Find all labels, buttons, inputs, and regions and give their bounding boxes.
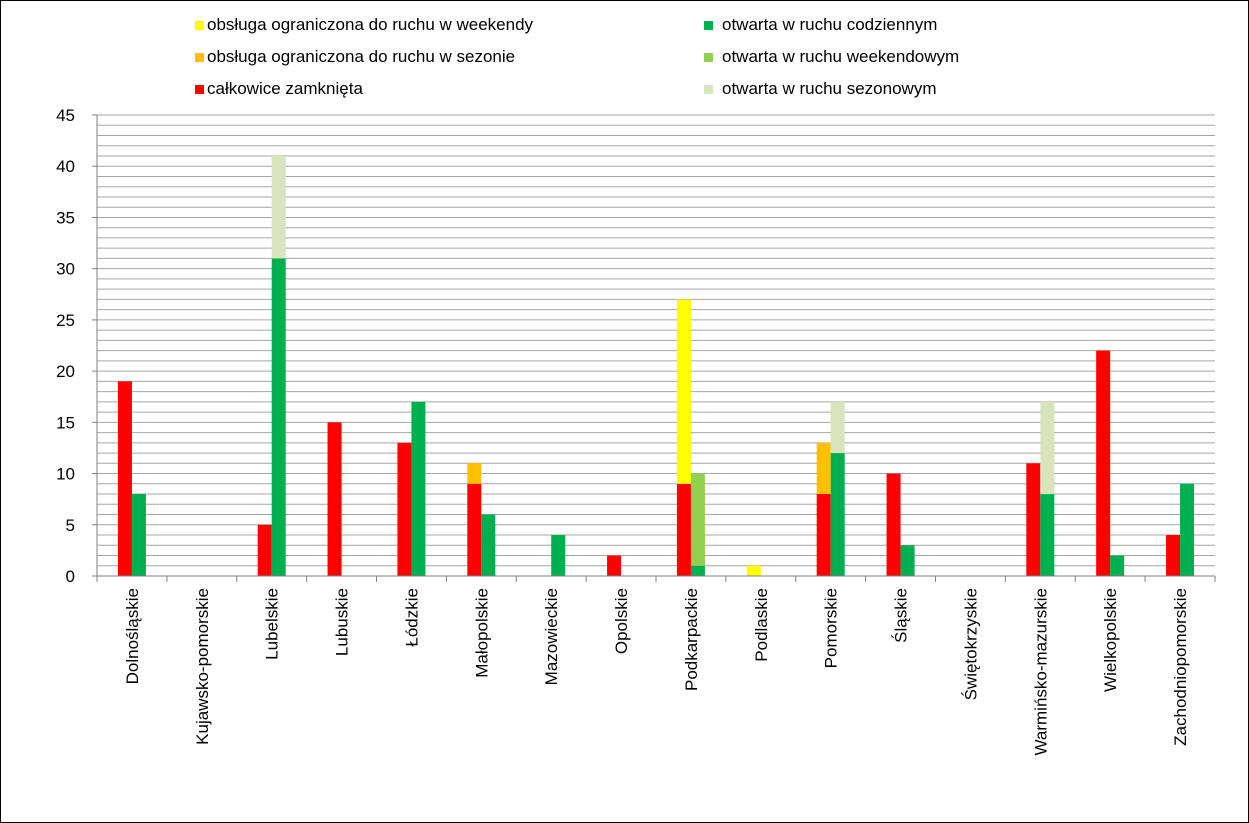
- legend-swatch-otwarta-w-ruchu-sezonowym: [704, 85, 713, 94]
- bar-lodzkie-calkowice-zamknieta: [397, 442, 412, 576]
- bar-malopolskie-calkowice-zamknieta: [467, 483, 482, 576]
- x-axis-category-labels: Dolnośląskie Kujawsko-pomorskie Lubelskie L…: [123, 588, 1190, 756]
- category-label-kujawsko-pomorskie: Kujawsko-pomorskie: [193, 588, 212, 745]
- y-tick-label-45: 45: [56, 106, 75, 125]
- legend-label-otwarta-w-ruchu-sezonowym: otwarta w ruchu sezonowym: [722, 79, 936, 98]
- bar-lubuskie-calkowice-zamknieta: [327, 422, 342, 576]
- bar-opolskie-calkowice-zamknieta: [607, 555, 622, 576]
- bar-wielkopolskie-calkowice-zamknieta: [1096, 350, 1111, 576]
- category-label-lubelskie: Lubelskie: [263, 588, 282, 660]
- bar-pomorskie-otwarta-w-ruchu-sezonowym: [830, 401, 845, 454]
- bar-podkarpackie-obsluga-ograniczona-do-ruchu-w-weekendy: [676, 299, 691, 484]
- bar-malopolskie-obsluga-ograniczona-do-ruchu-w-sezonie: [467, 463, 482, 484]
- bar-pomorskie-calkowice-zamknieta: [816, 494, 831, 576]
- bar-lodzkie-otwarta-w-ruchu-codziennym: [411, 401, 426, 576]
- bar-podlaskie-obsluga-ograniczona-do-ruchu-w-weekendy: [746, 565, 761, 576]
- bar-lubelskie-calkowice-zamknieta: [257, 524, 272, 576]
- bar-dolnoslaskie-calkowice-zamknieta: [117, 381, 132, 576]
- legend-label-otwarta-w-ruchu-codziennym: otwarta w ruchu codziennym: [722, 15, 937, 34]
- legend-label-obsluga-ograniczona-do-ruchu-w-weekendy: obsługa ograniczona do ruchu w weekendy: [207, 15, 534, 34]
- category-label-podlaskie: Podlaskie: [752, 588, 771, 662]
- bar-podkarpackie-otwarta-w-ruchu-weekendowym: [690, 473, 705, 566]
- bar-pomorskie-obsluga-ograniczona-do-ruchu-w-sezonie: [816, 442, 831, 495]
- bar-malopolskie-otwarta-w-ruchu-codziennym: [481, 514, 496, 576]
- bar-pomorskie-otwarta-w-ruchu-codziennym: [830, 453, 845, 576]
- bar-podkarpackie-otwarta-w-ruchu-codziennym: [690, 565, 705, 576]
- category-label-podkarpackie: Podkarpackie: [682, 588, 701, 691]
- bar-slaskie-calkowice-zamknieta: [886, 473, 901, 576]
- bar-zachodniopomorskie-otwarta-w-ruchu-codziennym: [1180, 483, 1195, 576]
- axes: [92, 114, 1216, 582]
- bar-mazowieckie-otwarta-w-ruchu-codziennym: [551, 535, 566, 576]
- bar-wielkopolskie-otwarta-w-ruchu-codziennym: [1110, 555, 1125, 576]
- category-label-lodzkie: Łódzkie: [402, 588, 421, 647]
- category-label-swietokrzyskie: Świętokrzyskie: [961, 588, 980, 700]
- legend-label-otwarta-w-ruchu-weekendowym: otwarta w ruchu weekendowym: [722, 47, 959, 66]
- y-tick-label-5: 5: [66, 516, 75, 535]
- bar-lubelskie-otwarta-w-ruchu-sezonowym: [271, 155, 286, 259]
- y-tick-label-20: 20: [56, 362, 75, 381]
- bar-slaskie-otwarta-w-ruchu-codziennym: [900, 545, 915, 576]
- legend-swatch-otwarta-w-ruchu-weekendowym: [704, 53, 713, 62]
- y-tick-label-25: 25: [56, 311, 75, 330]
- y-tick-label-40: 40: [56, 157, 75, 176]
- y-tick-label-35: 35: [56, 208, 75, 227]
- bar-dolnoslaskie-otwarta-w-ruchu-codziennym: [131, 494, 146, 576]
- category-label-pomorskie: Pomorskie: [822, 588, 841, 668]
- legend-swatch-calkowice-zamknieta: [195, 85, 204, 94]
- legend-swatch-obsluga-ograniczona-do-ruchu-w-sezonie: [195, 53, 204, 62]
- y-tick-label-10: 10: [56, 465, 75, 484]
- category-label-malopolskie: Małopolskie: [472, 588, 491, 678]
- bar-zachodniopomorskie-calkowice-zamknieta: [1166, 535, 1181, 576]
- category-label-zachodniopomorskie: Zachodniopomorskie: [1171, 588, 1190, 746]
- category-label-warminsko-mazurskie: Warmińsko-mazurskie: [1031, 588, 1050, 756]
- y-tick-label-15: 15: [56, 413, 75, 432]
- legend-swatch-obsluga-ograniczona-do-ruchu-w-weekendy: [195, 21, 204, 30]
- category-label-mazowieckie: Mazowieckie: [542, 588, 561, 685]
- legend: obsługa ograniczona do ruchu w weekendy o…: [195, 15, 959, 98]
- bar-warminsko-mazurskie-otwarta-w-ruchu-codziennym: [1040, 494, 1055, 576]
- bars: [117, 155, 1195, 576]
- category-label-wielkopolskie: Wielkopolskie: [1101, 588, 1120, 692]
- category-label-lubuskie: Lubuskie: [333, 588, 352, 656]
- bar-lubelskie-otwarta-w-ruchu-codziennym: [271, 258, 286, 576]
- category-label-dolnoslaskie: Dolnośląskie: [123, 588, 142, 684]
- legend-swatch-otwarta-w-ruchu-codziennym: [704, 21, 713, 30]
- legend-label-calkowice-zamknieta: całkowice zamknięta: [207, 79, 363, 98]
- bar-warminsko-mazurskie-calkowice-zamknieta: [1026, 463, 1041, 576]
- y-tick-label-0: 0: [66, 567, 75, 586]
- category-label-slaskie: Śląskie: [892, 588, 911, 643]
- y-tick-label-30: 30: [56, 260, 75, 279]
- legend-label-obsluga-ograniczona-do-ruchu-w-sezonie: obsługa ograniczona do ruchu w sezonie: [207, 47, 515, 66]
- bar-warminsko-mazurskie-otwarta-w-ruchu-sezonowym: [1040, 401, 1055, 495]
- category-label-opolskie: Opolskie: [612, 588, 631, 654]
- bar-podkarpackie-calkowice-zamknieta: [676, 483, 691, 576]
- y-axis-tick-labels: 0 5 10 15 20 25 30 35 40 45: [56, 106, 75, 586]
